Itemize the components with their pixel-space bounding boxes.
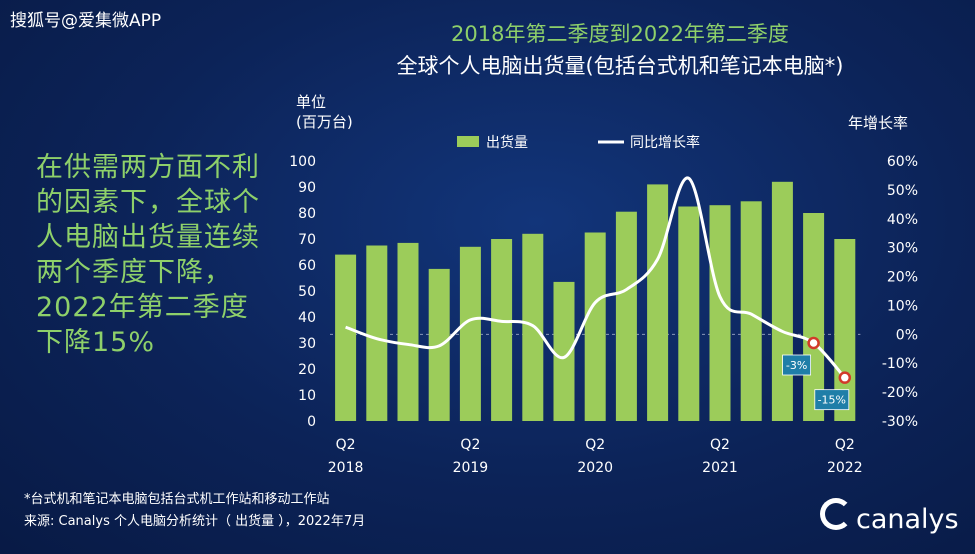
callout-part1: 在供需两方面不利的因素下，全球个人电脑出货量连续两个季度下降， [36, 152, 260, 288]
x-axis-quarter-label: Q2 [835, 437, 855, 453]
shipment-bar [709, 205, 731, 421]
right-axis-unit: 年增长率 [848, 114, 909, 132]
left-axis-unit-line1: 单位 [296, 93, 327, 111]
shipment-bar [678, 206, 700, 421]
x-axis-quarter-label: Q2 [585, 437, 605, 453]
left-axis-tick: 10 [298, 388, 316, 404]
left-axis-tick: 100 [289, 154, 316, 170]
callout-text: 在供需两方面不利的因素下，全球个人电脑出货量连续两个季度下降，2022年第二季度… [36, 150, 268, 360]
right-axis-tick: -20% [882, 385, 918, 401]
annotation-label: -15% [818, 394, 846, 407]
annotation-badge [782, 354, 811, 376]
legend-label-line: 同比增长率 [630, 134, 700, 151]
x-axis-quarter-label: Q2 [336, 437, 356, 453]
right-axis-tick: 60% [887, 154, 918, 170]
footnote-definition: *台式机和笔记本电脑包括台式机工作站和移动工作站 [24, 492, 330, 507]
shipment-bar [647, 184, 669, 421]
right-axis-tick: 50% [887, 183, 918, 199]
left-axis-tick: 30 [298, 336, 316, 352]
left-axis-tick: 70 [298, 232, 316, 248]
footnote-source: 来源: Canalys 个人电脑分析统计（ 出货量 ），2022年7月 [24, 514, 366, 529]
logo-text: canalys [856, 504, 959, 535]
x-axis-year-label: 2019 [453, 460, 489, 476]
right-axis-tick: 30% [887, 241, 918, 257]
shipment-bar [459, 246, 481, 421]
right-axis-tick: -30% [882, 414, 918, 430]
right-axis-tick: 0% [896, 327, 918, 343]
x-axis-quarter-label: Q2 [460, 437, 480, 453]
watermark: 搜狐号@爱集微APP [10, 11, 162, 31]
shipment-bar [397, 242, 419, 421]
left-axis-unit-line2: (百万台) [296, 113, 353, 131]
growth-rate-line [345, 176, 846, 379]
left-axis-unit: 单位 (百万台) [296, 92, 353, 132]
left-axis-tick: 20 [298, 362, 316, 378]
legend-swatch-bars [457, 136, 479, 147]
shipment-bar [615, 211, 637, 421]
shipment-bar [553, 281, 575, 421]
annotation-marker [838, 371, 852, 384]
left-axis-tick: 60 [298, 258, 316, 274]
x-axis-year-label: 2018 [328, 460, 364, 476]
shipment-bar [366, 245, 388, 421]
right-axis-tick: 10% [887, 298, 918, 314]
canalys-logo: canalys [820, 498, 959, 535]
x-axis-quarter-label: Q2 [710, 437, 730, 453]
annotation-badge [814, 389, 850, 411]
right-axis-tick: -10% [882, 356, 918, 372]
callout-part2: 2022年第二季度下降15% [36, 292, 249, 358]
legend-label-bars: 出货量 [486, 134, 528, 151]
x-axis-year-label: 2020 [577, 460, 613, 476]
shipment-bar [584, 232, 606, 421]
left-axis-tick: 0 [307, 414, 316, 430]
x-axis-year-label: 2021 [702, 460, 738, 476]
left-axis-tick: 80 [298, 206, 316, 222]
left-axis-tick: 50 [298, 284, 316, 300]
annotation-label: -3% [786, 359, 807, 372]
left-axis-tick: 40 [298, 310, 316, 326]
right-axis-tick: 40% [887, 212, 918, 228]
shipment-bar [740, 201, 762, 421]
chart-title: 全球个人电脑出货量(包括台式机和笔记本电脑*) [396, 54, 844, 78]
annotation-marker [807, 336, 820, 350]
left-axis-tick: 90 [298, 180, 316, 196]
shipment-bar [771, 181, 793, 421]
shipment-bar [335, 254, 357, 421]
x-axis-year-label: 2022 [827, 460, 863, 476]
chart-title-period: 2018年第二季度到2022年第二季度 [451, 22, 789, 46]
right-axis-tick: 20% [887, 270, 918, 286]
canalys-logo-icon [820, 498, 852, 530]
shipment-bar [491, 239, 513, 421]
